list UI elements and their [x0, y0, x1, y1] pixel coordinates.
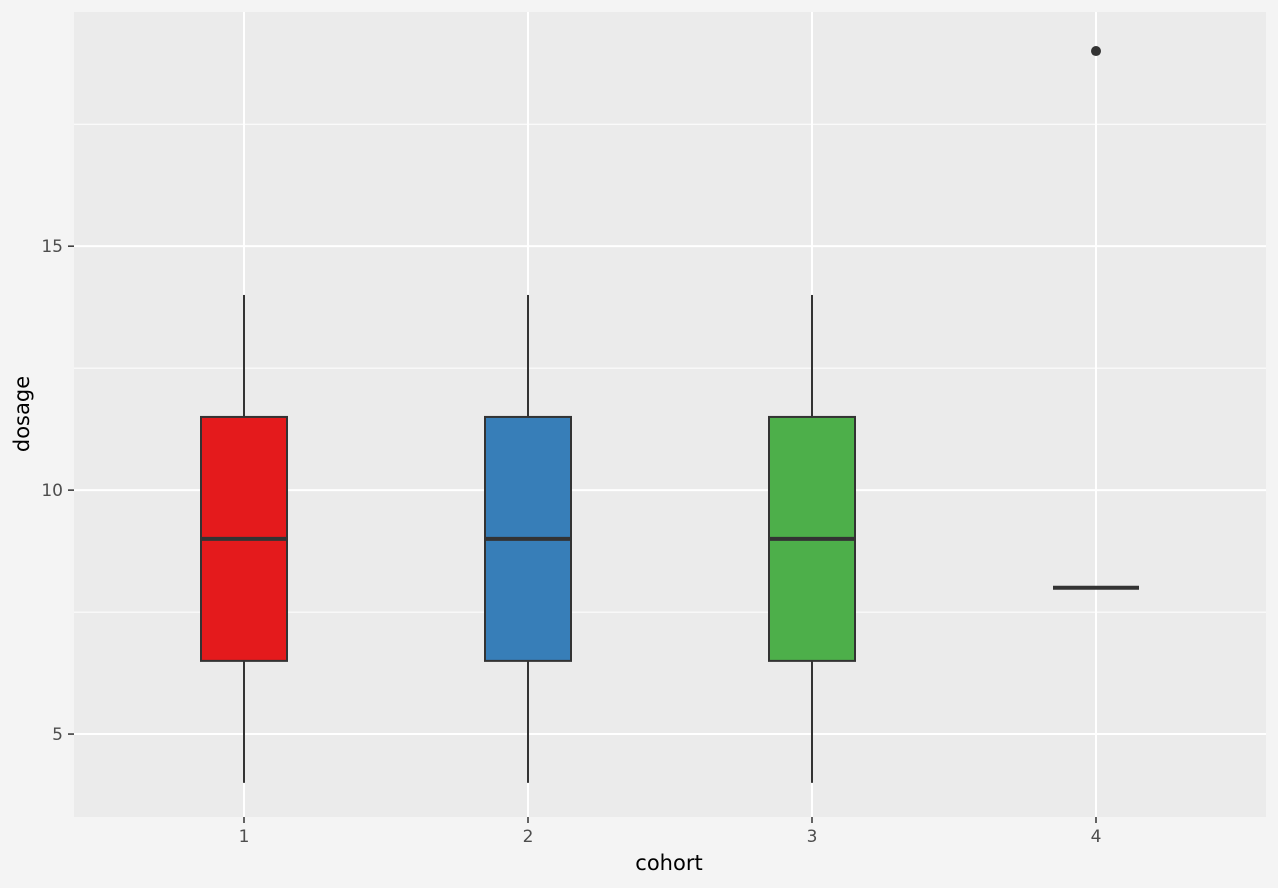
x-tick-label: 1	[239, 827, 250, 847]
plot-panel	[74, 12, 1266, 817]
axes: 5 10 15 1 2 3 4	[41, 237, 1101, 847]
box-group	[1053, 46, 1139, 590]
x-tick-label: 2	[523, 827, 534, 847]
boxes	[200, 46, 1139, 783]
box-group	[200, 294, 288, 783]
box-group	[484, 294, 572, 783]
grid-lines	[74, 12, 1266, 817]
y-tick-label: 5	[52, 725, 63, 745]
x-tick-label: 4	[1091, 827, 1102, 847]
y-tick-label: 10	[41, 481, 63, 501]
outlier-point	[1091, 46, 1101, 57]
x-axis-title: cohort	[635, 851, 702, 875]
y-tick-label: 15	[41, 237, 63, 257]
x-tick-label: 3	[807, 827, 818, 847]
box-group	[768, 294, 856, 783]
y-axis-title: dosage	[10, 376, 34, 452]
